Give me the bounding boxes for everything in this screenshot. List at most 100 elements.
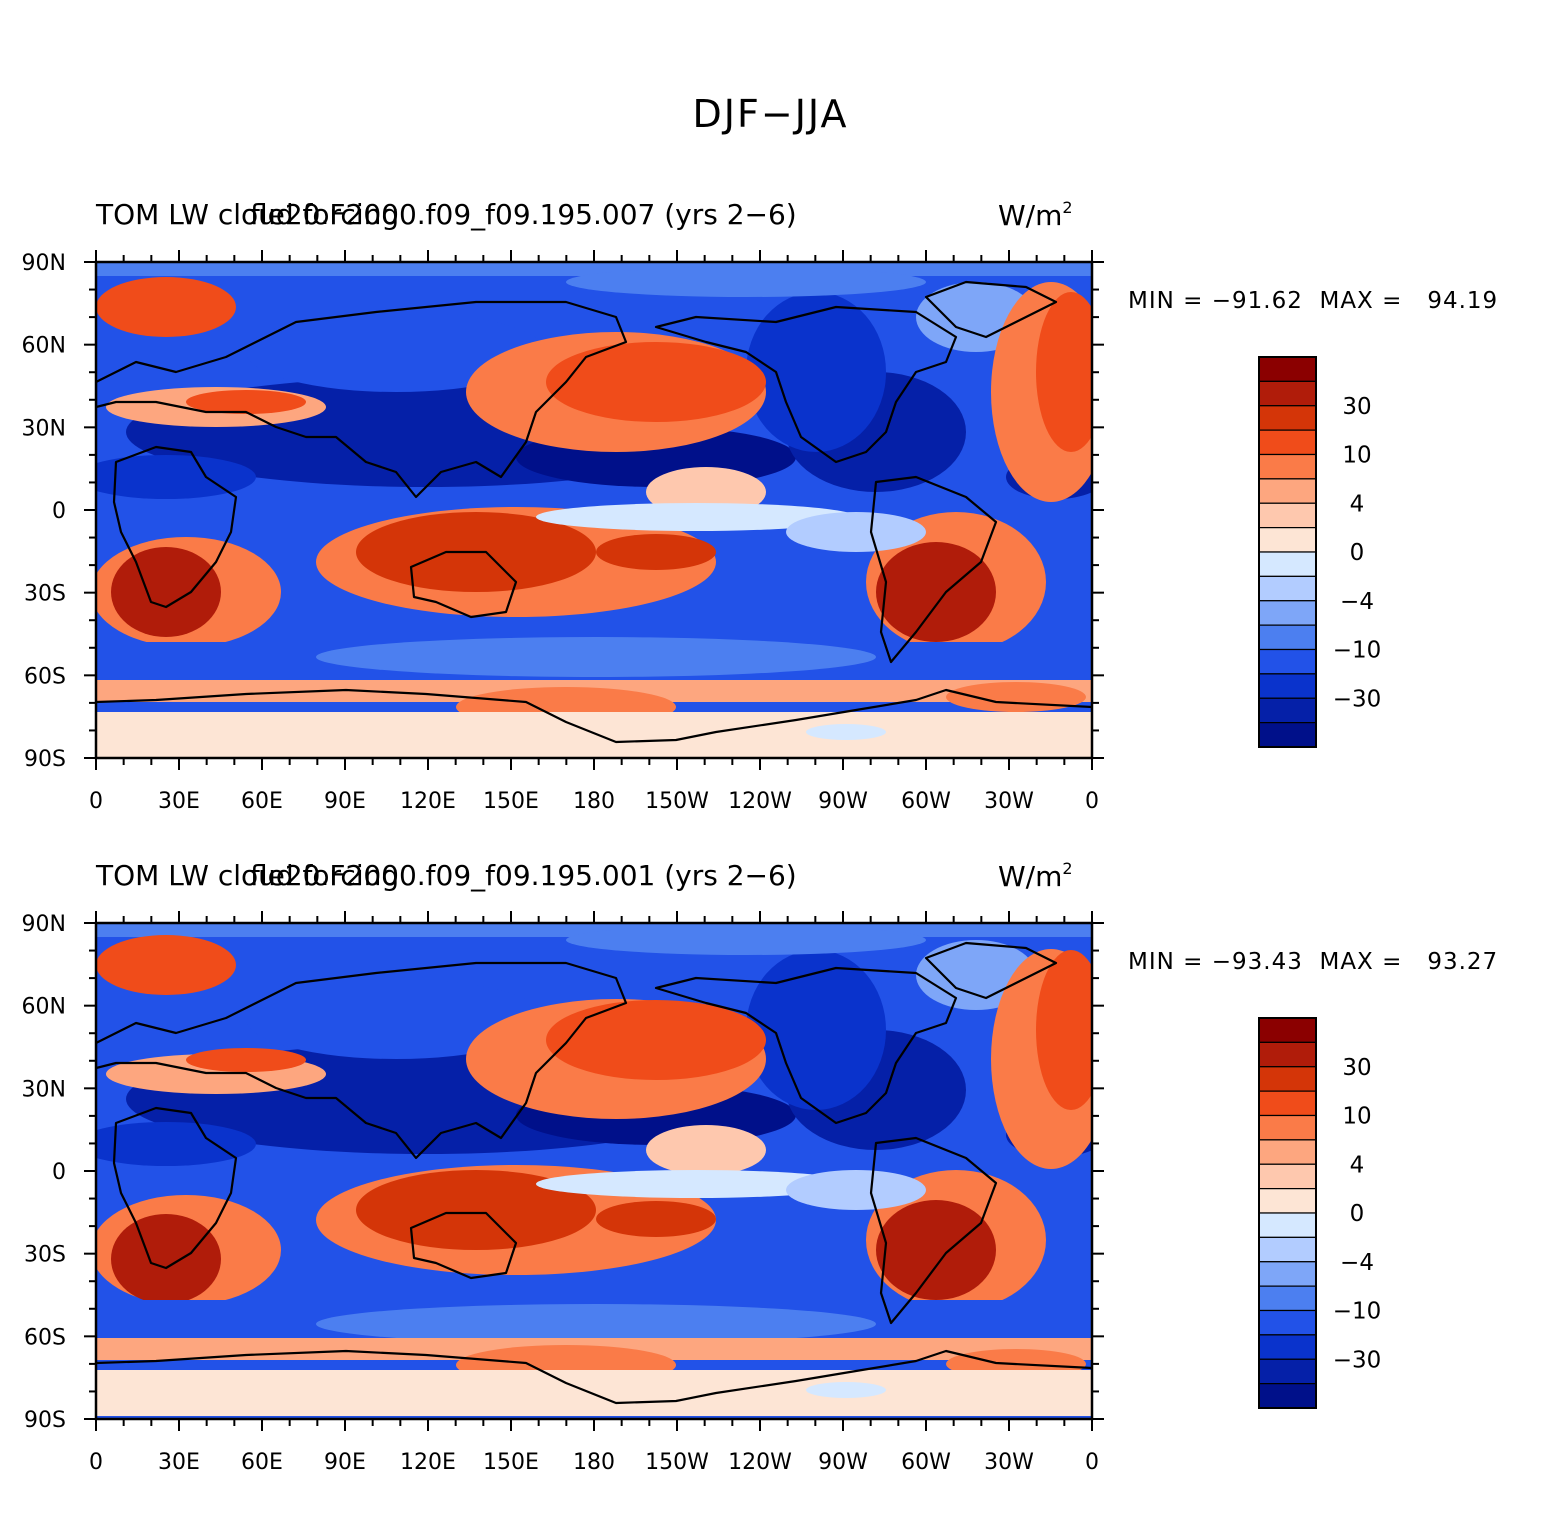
- panel-1-case: fle20.F2000.f09_f09.195.007 (yrs 2−6): [250, 198, 797, 231]
- colorbar: 30 10 4 0 −4 −10 −30: [1258, 1017, 1382, 1409]
- field-contour-region: [96, 712, 1092, 758]
- colorbar-box: [1258, 648, 1317, 675]
- colorbar-box: [1258, 1139, 1317, 1165]
- field-contour-region: [96, 935, 236, 995]
- colorbar-box: [1258, 600, 1317, 626]
- field-contour-region: [536, 1170, 856, 1198]
- map-figure: 0 30E 60E 90E 120E 150E 180 150W 120W 90W 60W 30W 09…: [22, 250, 1382, 814]
- field-contour-region: [876, 542, 996, 642]
- latitude-tick-label: 60N: [22, 995, 66, 1020]
- coastline: [112, 1106, 238, 1270]
- field-contour-region: [111, 547, 221, 637]
- colorbar-level-label: −4: [1340, 1250, 1374, 1276]
- field-contour-region: [356, 1170, 596, 1250]
- latitude-tick-label: 30N: [22, 416, 66, 441]
- longitude-tick-label: 60E: [241, 1450, 283, 1475]
- colorbar-box: [1258, 502, 1317, 529]
- colorbar-box: [1258, 453, 1317, 480]
- longitude-tick-label: 30E: [158, 1450, 200, 1475]
- colorbar-box: [1258, 575, 1317, 602]
- panel-2-case: fle20.F2000.f09_f09.195.001 (yrs 2−6): [250, 859, 797, 892]
- longitude-tick-label: 90W: [818, 1450, 868, 1475]
- colorbar-box: [1258, 1236, 1317, 1263]
- contour-field: 0 30E 60E 90E 120E 150E 180 150W 120W 90W 60W 30W 09…: [22, 250, 1104, 814]
- coastline: [112, 445, 238, 609]
- coastline: [654, 966, 958, 1125]
- colorbar-box: [1258, 1114, 1317, 1141]
- latitude-tick-label: 30S: [24, 1243, 66, 1268]
- field-contour-region: [566, 925, 926, 955]
- colorbar-box: [1258, 356, 1317, 382]
- coastline: [96, 961, 628, 1160]
- field-contour-region: [806, 724, 886, 740]
- colorbar-box: [1258, 1017, 1317, 1043]
- longitude-tick-label: 150E: [483, 789, 539, 814]
- field-contour-region: [596, 1201, 716, 1237]
- field-contour-region: [246, 312, 546, 392]
- longitude-tick-label: 60W: [901, 789, 951, 814]
- colorbar-box: [1258, 551, 1317, 577]
- colorbar-box: [1258, 1188, 1317, 1214]
- map-panel-2: TOM LW cloud forcing fle20.F2000.f09_f09…: [0, 859, 1541, 1519]
- latitude-tick-label: 90S: [24, 747, 66, 772]
- longitude-tick-label: 0: [1085, 1450, 1099, 1475]
- field-contour-region: [1036, 292, 1092, 452]
- panel-1-stats: MIN = −91.62 MAX = 94.19: [1128, 288, 1499, 314]
- field-contour-region: [111, 1214, 221, 1304]
- coastline: [96, 1349, 1092, 1405]
- longitude-tick-label: 120E: [400, 1450, 456, 1475]
- field-contour-region: [646, 1125, 766, 1175]
- colorbar-level-label: −10: [1333, 1299, 1382, 1325]
- colorbar-box: [1258, 1090, 1317, 1117]
- longitude-tick-label: 150W: [645, 789, 709, 814]
- colorbar-box: [1258, 1285, 1317, 1312]
- colorbar-box: [1258, 1309, 1317, 1336]
- colorbar-box: [1258, 429, 1317, 456]
- colorbar-box: [1258, 405, 1317, 431]
- panel-2-units: W/m2: [998, 859, 1073, 893]
- coastline: [924, 941, 1058, 1000]
- longitude-tick-label: 90E: [324, 1450, 366, 1475]
- panel-1-units: W/m2: [998, 198, 1073, 232]
- longitude-tick-label: 0: [89, 1450, 103, 1475]
- field-contour-region: [536, 503, 856, 531]
- longitude-tick-label: 30W: [984, 1450, 1034, 1475]
- field-contour-region: [876, 1200, 996, 1300]
- colorbar-level-label: 10: [1342, 1104, 1371, 1130]
- field-contour-region: [746, 292, 886, 452]
- longitude-tick-label: 180: [573, 1450, 615, 1475]
- colorbar-level-label: 0: [1350, 540, 1365, 566]
- longitude-tick-label: 90W: [818, 789, 868, 814]
- field-contour-region: [786, 512, 926, 552]
- longitude-tick-label: 60E: [241, 789, 283, 814]
- map-figure: 0 30E 60E 90E 120E 150E 180 150W 120W 90W 60W 30W 09…: [22, 911, 1382, 1475]
- colorbar: 30 10 4 0 −4 −10 −30: [1258, 356, 1382, 748]
- colorbar-level-label: 30: [1342, 1055, 1371, 1081]
- longitude-tick-label: 60W: [901, 1450, 951, 1475]
- longitude-tick-label: 150E: [483, 1450, 539, 1475]
- field-contour-region: [246, 979, 546, 1059]
- map-panel-1: TOM LW cloud forcing fle20.F2000.f09_f09…: [0, 198, 1541, 858]
- colorbar-box: [1258, 1163, 1317, 1190]
- coastline: [924, 280, 1058, 339]
- colorbar-level-label: 4: [1350, 491, 1365, 517]
- field-contour-region: [946, 682, 1086, 712]
- colorbar-level-label: 4: [1350, 1152, 1365, 1178]
- field-contour-region: [96, 1370, 1092, 1416]
- colorbar-level-label: −4: [1340, 589, 1374, 615]
- colorbar-box: [1258, 1383, 1317, 1409]
- contour-field: 0 30E 60E 90E 120E 150E 180 150W 120W 90W 60W 30W 09…: [22, 911, 1104, 1475]
- field-contour-region: [546, 342, 766, 422]
- coastline: [96, 688, 1092, 744]
- latitude-tick-label: 90S: [24, 1408, 66, 1433]
- field-contour-region: [96, 277, 236, 337]
- field-contour-region: [96, 455, 256, 499]
- longitude-tick-label: 0: [1085, 789, 1099, 814]
- colorbar-box: [1258, 673, 1317, 699]
- longitude-tick-label: 30W: [984, 789, 1034, 814]
- latitude-tick-label: 0: [52, 499, 66, 524]
- longitude-tick-label: 120E: [400, 789, 456, 814]
- panel-2-variable: TOM LW cloud forcing: [96, 859, 400, 892]
- colorbar-level-label: −10: [1333, 638, 1382, 664]
- colorbar-box: [1258, 478, 1317, 504]
